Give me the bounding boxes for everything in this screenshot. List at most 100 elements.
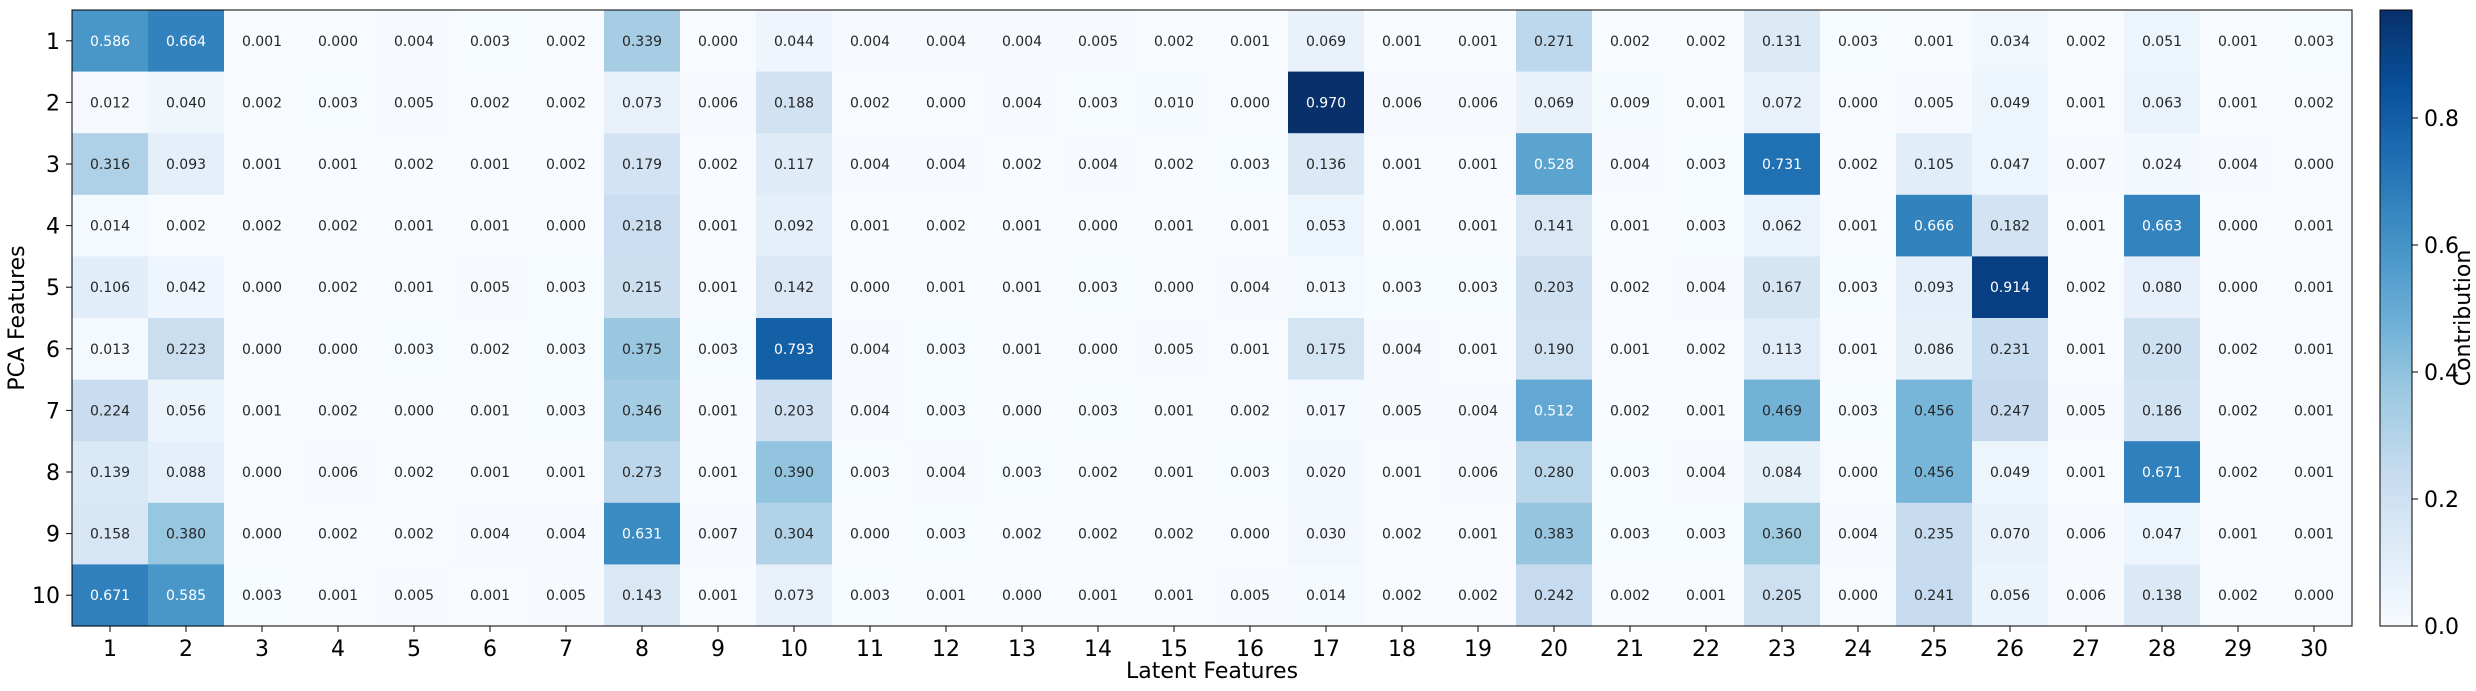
heatmap-cell: [2276, 564, 2353, 627]
cell-value-label: 0.002: [242, 219, 282, 235]
heatmap-cell: [528, 71, 605, 134]
cell-value-label: 0.006: [698, 95, 738, 111]
cell-value-label: 0.241: [1914, 588, 1954, 604]
cell-value-label: 0.005: [394, 95, 434, 111]
cell-value-label: 0.063: [2142, 95, 2182, 111]
heatmap-cell: [1516, 379, 1593, 442]
cell-value-label: 0.005: [2066, 403, 2106, 419]
heatmap-cell: [2124, 564, 2201, 627]
y-tick-label: 3: [46, 153, 60, 178]
cell-value-label: 0.117: [774, 157, 814, 173]
colorbar-tick-label: 0.2: [2424, 488, 2459, 513]
heatmap-cell: [1440, 10, 1517, 73]
heatmap-cell: [2200, 379, 2277, 442]
cell-value-label: 0.000: [850, 527, 890, 543]
heatmap-cell: [1364, 194, 1441, 257]
cell-value-label: 0.004: [470, 527, 510, 543]
cell-value-label: 0.106: [90, 280, 130, 296]
cell-value-label: 0.002: [1154, 157, 1194, 173]
heatmap-cell: [1516, 441, 1593, 504]
cell-value-label: 0.001: [470, 157, 510, 173]
heatmap-cell: [1668, 194, 1745, 257]
cell-value-label: 0.006: [1458, 465, 1498, 481]
heatmap-cell: [832, 441, 909, 504]
y-tick-label: 10: [32, 584, 60, 609]
cell-value-label: 0.280: [1534, 465, 1574, 481]
cell-value-label: 0.002: [318, 403, 358, 419]
cell-value-label: 0.001: [1002, 219, 1042, 235]
heatmap-cell: [224, 133, 301, 196]
cell-value-label: 0.002: [394, 527, 434, 543]
cell-value-label: 0.001: [698, 588, 738, 604]
heatmap-cell: [376, 194, 453, 257]
cell-value-label: 0.042: [166, 280, 206, 296]
heatmap-cell: [1136, 318, 1213, 381]
cell-value-label: 0.001: [1458, 527, 1498, 543]
cell-value-label: 0.002: [1686, 342, 1726, 358]
cell-value-label: 0.004: [926, 34, 966, 50]
heatmap-cell: [2124, 502, 2201, 565]
cell-value-label: 0.006: [318, 465, 358, 481]
cell-value-label: 0.069: [1306, 34, 1346, 50]
heatmap-cell: [2124, 133, 2201, 196]
heatmap-cell: [148, 318, 225, 381]
heatmap-cell: [604, 133, 681, 196]
plot-frame: [71, 9, 2353, 627]
heatmap-cell: [680, 194, 757, 257]
heatmap-cell: [908, 256, 985, 319]
heatmap-cell: [2048, 564, 2125, 627]
heatmap-cell: [1972, 256, 2049, 319]
heatmap-cell: [680, 256, 757, 319]
cell-value-label: 0.017: [1306, 403, 1346, 419]
cell-value-label: 0.001: [1230, 219, 1270, 235]
cell-value-label: 0.001: [470, 219, 510, 235]
cell-value-label: 0.001: [2066, 95, 2106, 111]
heatmap-cell: [2276, 194, 2353, 257]
cell-value-label: 0.167: [1762, 280, 1802, 296]
heatmap-cell: [2200, 71, 2277, 134]
cell-value-label: 0.003: [1686, 219, 1726, 235]
cell-value-label: 0.004: [850, 157, 890, 173]
cell-value-label: 0.069: [1534, 95, 1574, 111]
heatmap-cell: [72, 441, 149, 504]
x-axis-ticks: 1 2 3 4 5 6 7 8 9 10 11 12 13 14 15 16 17 18 19 20 21 22 23 24 2…: [103, 626, 2328, 662]
heatmap-cell: [72, 194, 149, 257]
heatmap-cell: [452, 133, 529, 196]
cell-value-label: 0.005: [1154, 342, 1194, 358]
heatmap-cell: [756, 256, 833, 319]
cell-value-label: 0.001: [2218, 527, 2258, 543]
cell-value-label: 0.001: [2294, 219, 2334, 235]
cell-value-label: 0.316: [90, 157, 130, 173]
heatmap-cell: [756, 564, 833, 627]
heatmap-cell: [1364, 318, 1441, 381]
heatmap-cell: [1820, 379, 1897, 442]
heatmap-cell: [1136, 194, 1213, 257]
cell-value-label: 0.051: [2142, 34, 2182, 50]
cell-value-label: 0.000: [242, 342, 282, 358]
cell-value-label: 0.002: [318, 219, 358, 235]
x-tick-label: 26: [1996, 637, 2024, 662]
cell-value-label: 0.000: [394, 403, 434, 419]
cell-value-label: 0.528: [1534, 157, 1574, 173]
cell-value-label: 0.030: [1306, 527, 1346, 543]
heatmap-cell: [1668, 564, 1745, 627]
heatmap-cell: [1364, 10, 1441, 73]
heatmap-cell: [528, 133, 605, 196]
heatmap-cell: [1592, 318, 1669, 381]
heatmap-cell: [376, 256, 453, 319]
heatmap-cell: [376, 502, 453, 565]
x-tick-label: 22: [1692, 637, 1720, 662]
heatmap-cell: [148, 133, 225, 196]
cell-value-label: 0.024: [2142, 157, 2182, 173]
heatmap-cell: [72, 133, 149, 196]
heatmap-cell: [1744, 502, 1821, 565]
heatmap-cell: [1136, 379, 1213, 442]
cell-value-label: 0.002: [1078, 465, 1118, 481]
heatmap-cell: [908, 133, 985, 196]
heatmap-cell: [680, 564, 757, 627]
heatmap-cell: [1364, 133, 1441, 196]
cell-value-label: 0.001: [2294, 465, 2334, 481]
cell-value-label: 0.000: [1002, 588, 1042, 604]
x-tick-label: 20: [1540, 637, 1568, 662]
cell-value-label: 0.004: [926, 465, 966, 481]
